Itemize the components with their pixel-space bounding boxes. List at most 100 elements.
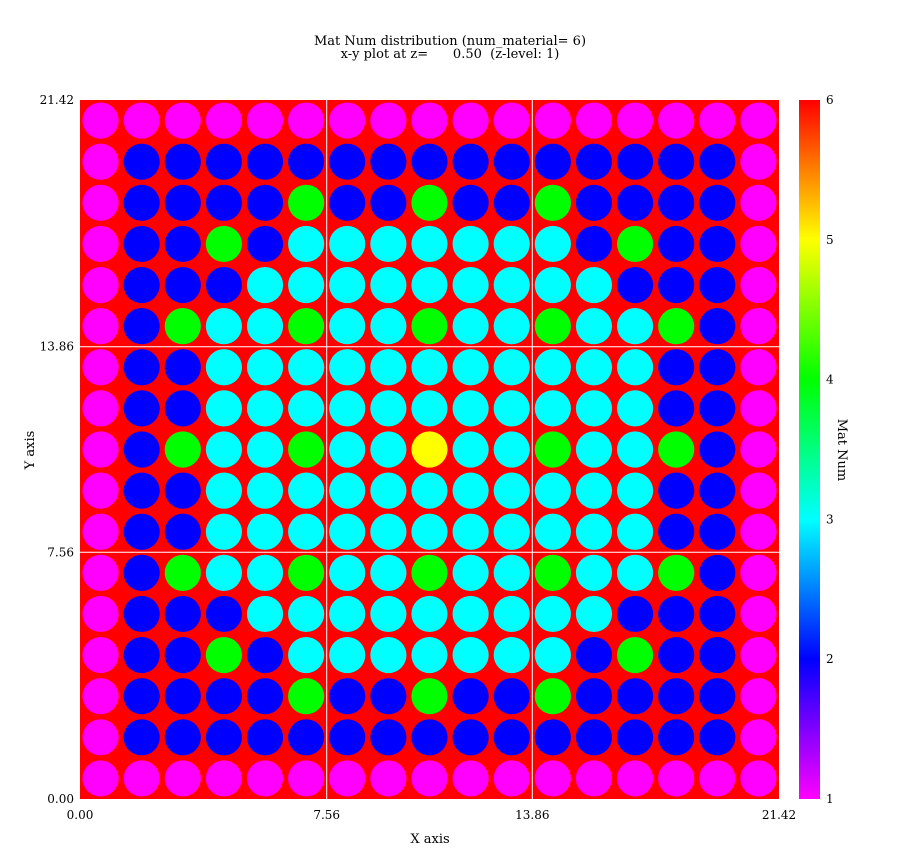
- fuel-pin: [535, 185, 571, 221]
- fuel-pin: [82, 760, 118, 796]
- fuel-pin: [453, 678, 489, 714]
- fuel-pin: [124, 102, 160, 138]
- fuel-pin: [124, 596, 160, 632]
- fuel-pin: [740, 596, 776, 632]
- fuel-pin: [494, 144, 530, 180]
- fuel-pin: [329, 431, 365, 467]
- fuel-pin: [453, 267, 489, 303]
- fuel-pin: [576, 267, 612, 303]
- x-tick-label: 0.00: [67, 808, 94, 822]
- fuel-pin: [411, 555, 447, 591]
- fuel-pin: [124, 473, 160, 509]
- fuel-pin: [82, 637, 118, 673]
- fuel-pin: [453, 637, 489, 673]
- fuel-pin: [617, 555, 653, 591]
- fuel-pin: [453, 185, 489, 221]
- fuel-pin: [370, 678, 406, 714]
- fuel-pin: [124, 308, 160, 344]
- fuel-pin: [329, 390, 365, 426]
- fuel-pin: [535, 102, 571, 138]
- fuel-pin: [576, 719, 612, 755]
- fuel-pin: [494, 431, 530, 467]
- fuel-pin: [535, 637, 571, 673]
- fuel-pin: [617, 473, 653, 509]
- fuel-pin: [535, 226, 571, 262]
- fuel-pin: [247, 555, 283, 591]
- fuel-pin: [535, 555, 571, 591]
- fuel-pin: [82, 678, 118, 714]
- fuel-pin: [288, 596, 324, 632]
- fuel-pin: [247, 514, 283, 550]
- fuel-pin: [124, 678, 160, 714]
- colorbar-tick-label: 2: [826, 652, 834, 666]
- fuel-pin: [165, 144, 201, 180]
- fuel-pin: [699, 185, 735, 221]
- fuel-pin: [329, 719, 365, 755]
- fuel-pin: [165, 678, 201, 714]
- fuel-pin: [740, 226, 776, 262]
- fuel-pin: [370, 473, 406, 509]
- fuel-pin: [206, 719, 242, 755]
- fuel-pin: [658, 760, 694, 796]
- fuel-pin: [453, 596, 489, 632]
- fuel-pin: [370, 267, 406, 303]
- fuel-pin: [124, 226, 160, 262]
- fuel-pin: [535, 144, 571, 180]
- fuel-pin: [658, 349, 694, 385]
- fuel-pin: [411, 349, 447, 385]
- fuel-pin: [453, 349, 489, 385]
- fuel-pin: [370, 514, 406, 550]
- fuel-pin: [124, 760, 160, 796]
- fuel-pin: [288, 719, 324, 755]
- y-axis-ticks: 0.007.5613.8621.42: [40, 93, 74, 806]
- fuel-pin: [617, 144, 653, 180]
- fuel-pin: [699, 349, 735, 385]
- fuel-pin: [535, 473, 571, 509]
- fuel-pin: [699, 678, 735, 714]
- fuel-pin: [206, 144, 242, 180]
- fuel-pin: [453, 760, 489, 796]
- fuel-pin: [740, 308, 776, 344]
- fuel-pin: [494, 226, 530, 262]
- fuel-pin: [617, 719, 653, 755]
- fuel-pin: [453, 514, 489, 550]
- fuel-pin: [329, 144, 365, 180]
- fuel-pin: [494, 760, 530, 796]
- fuel-pin: [699, 267, 735, 303]
- fuel-pin: [658, 226, 694, 262]
- fuel-pin: [247, 760, 283, 796]
- fuel-pin: [165, 637, 201, 673]
- fuel-pin: [329, 473, 365, 509]
- fuel-pin: [329, 267, 365, 303]
- fuel-pin: [247, 678, 283, 714]
- fuel-pin: [329, 102, 365, 138]
- colorbar-tick-label: 5: [826, 233, 834, 247]
- fuel-pin: [699, 431, 735, 467]
- fuel-pin: [206, 514, 242, 550]
- fuel-pin: [411, 226, 447, 262]
- fuel-pin: [288, 144, 324, 180]
- fuel-pin: [494, 678, 530, 714]
- fuel-pin: [247, 144, 283, 180]
- fuel-pin: [576, 390, 612, 426]
- fuel-pin: [494, 555, 530, 591]
- fuel-pin: [82, 226, 118, 262]
- fuel-pin: [411, 473, 447, 509]
- fuel-pin: [206, 185, 242, 221]
- fuel-pin: [576, 514, 612, 550]
- fuel-pin: [370, 719, 406, 755]
- fuel-pin: [617, 596, 653, 632]
- x-tick-label: 13.86: [515, 808, 549, 822]
- x-axis-label: X axis: [410, 832, 449, 847]
- fuel-pin: [617, 226, 653, 262]
- fuel-pin: [699, 596, 735, 632]
- fuel-pin: [124, 390, 160, 426]
- fuel-pin: [288, 185, 324, 221]
- fuel-pin: [370, 596, 406, 632]
- y-axis-label: Y axis: [23, 431, 38, 471]
- fuel-pin: [411, 431, 447, 467]
- fuel-pin: [370, 390, 406, 426]
- fuel-pin: [453, 431, 489, 467]
- fuel-pin: [288, 555, 324, 591]
